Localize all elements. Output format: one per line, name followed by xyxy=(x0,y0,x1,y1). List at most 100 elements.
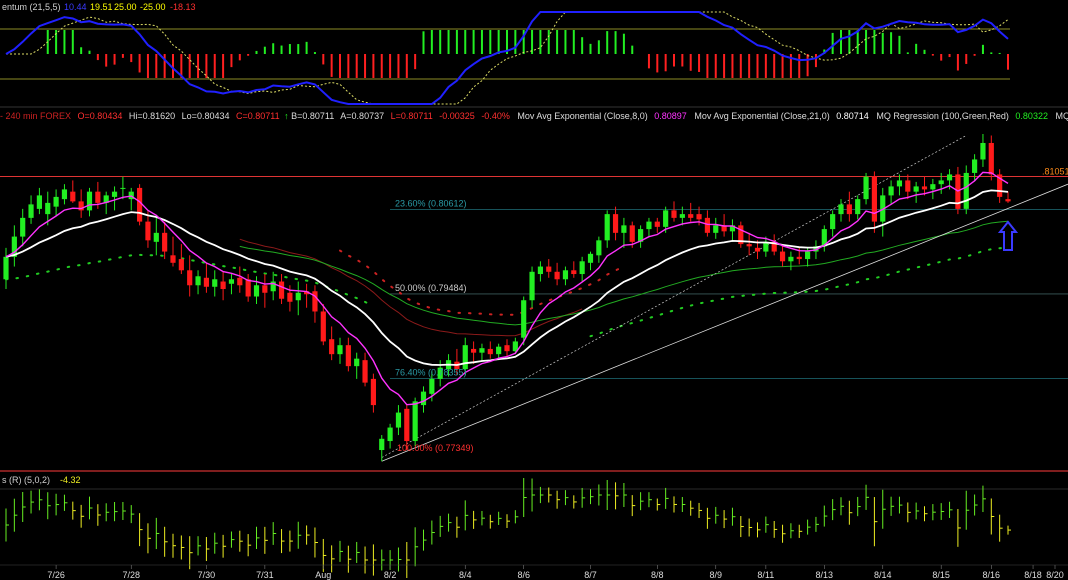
candle-body xyxy=(646,221,652,230)
candle xyxy=(395,405,402,436)
candle-body xyxy=(913,186,919,192)
candle xyxy=(671,201,677,222)
candle xyxy=(212,270,218,297)
oscillator-title: s (R) (5,0,2) xyxy=(2,475,50,485)
candle-body xyxy=(796,256,802,260)
momentum-panel: entum (21,5,5) 10.44 19.51 25.00 -25.00 … xyxy=(0,2,1010,105)
candle xyxy=(345,337,351,372)
candle-body xyxy=(287,292,293,302)
price-panel: 23.60% (0.80612) 50.00% (0.79484) 76.40%… xyxy=(0,106,1068,472)
candle xyxy=(354,352,360,379)
candle xyxy=(521,296,527,346)
header-ema8-value: 0.80897 xyxy=(654,111,687,121)
candle-body xyxy=(529,271,535,301)
header-bid: B=0.80711 xyxy=(291,111,334,121)
candle xyxy=(3,247,9,290)
candle-body xyxy=(28,204,34,218)
header-last: L=0.80711 xyxy=(391,111,433,121)
candle-body xyxy=(997,174,1003,197)
candle xyxy=(137,184,143,226)
mq-trend-dots xyxy=(339,249,625,316)
candle-body xyxy=(362,360,368,383)
candle-body xyxy=(354,358,360,367)
header-ask: A=0.80737 xyxy=(340,111,384,121)
candle xyxy=(512,337,518,355)
x-axis: 7/26 7/28 7/30 7/31 Aug 8/2 8/4 8/6 8/7 8/8 8/9 8/1… xyxy=(0,564,1068,580)
momentum-line xyxy=(5,11,1009,105)
candle xyxy=(379,435,385,462)
candle xyxy=(880,187,886,237)
candle xyxy=(846,191,852,222)
candle-body xyxy=(688,214,694,218)
candle xyxy=(61,184,68,205)
candle xyxy=(162,221,168,260)
candle-body xyxy=(162,232,168,252)
oscillator-panel: s (R) (5,0,2) -4.32 xyxy=(0,475,1068,578)
candle xyxy=(237,266,243,293)
candle xyxy=(604,210,610,248)
candle-body xyxy=(779,251,786,262)
candle xyxy=(78,189,84,218)
candle xyxy=(537,261,543,282)
candle-body xyxy=(855,199,861,215)
candle-body xyxy=(11,236,17,257)
momentum-value-5: -18.13 xyxy=(170,2,196,12)
candle-body xyxy=(972,159,978,173)
candle-body xyxy=(671,210,677,218)
candle-body xyxy=(871,176,877,222)
candle xyxy=(404,405,410,451)
candle xyxy=(888,180,894,205)
fib-50-label: 50.00% (0.79484) xyxy=(395,283,467,293)
candle xyxy=(830,210,836,237)
x-tick-label: 7/28 xyxy=(122,570,140,580)
candle-body xyxy=(471,348,477,353)
candle-body xyxy=(153,232,159,242)
candle-body xyxy=(629,225,635,242)
candle xyxy=(713,217,719,239)
x-tick-label: 8/2 xyxy=(384,570,397,580)
candle-body xyxy=(404,408,410,442)
candle-body xyxy=(329,339,335,355)
candle-body xyxy=(95,191,101,203)
candle-body xyxy=(905,180,911,192)
candle xyxy=(529,266,535,308)
momentum-value-3: 25.00 xyxy=(114,2,137,12)
candle-body xyxy=(53,196,59,207)
candle xyxy=(679,206,685,226)
candle xyxy=(278,274,285,304)
candle xyxy=(178,244,184,275)
candle-body xyxy=(178,259,184,271)
x-tick-label: 8/16 xyxy=(983,570,1001,580)
candle xyxy=(462,337,468,376)
candle xyxy=(203,262,209,293)
candle xyxy=(145,210,151,248)
candle xyxy=(28,195,34,224)
candle-body xyxy=(270,281,276,292)
candle-body xyxy=(504,345,510,352)
x-tick-label: 7/26 xyxy=(47,570,65,580)
candle-body xyxy=(429,378,435,394)
candle-body xyxy=(896,180,903,187)
candle xyxy=(128,187,134,211)
candle-body xyxy=(721,225,727,232)
candle-body xyxy=(654,221,660,227)
candle-body xyxy=(170,255,176,263)
candle xyxy=(704,210,710,237)
candle xyxy=(905,174,911,200)
candle-body xyxy=(78,201,84,211)
candle-body xyxy=(963,172,969,209)
candle xyxy=(963,165,969,215)
mq-regression-line xyxy=(239,220,1009,326)
candle xyxy=(1005,191,1011,203)
candle xyxy=(320,303,326,346)
candle-body xyxy=(713,225,719,233)
candle-body xyxy=(863,176,869,200)
candle-body xyxy=(120,187,126,189)
candle-body xyxy=(554,271,560,280)
candle xyxy=(729,219,736,242)
oscillator-bars xyxy=(5,478,1011,578)
x-tick-label: 8/8 xyxy=(651,570,664,580)
candle xyxy=(387,423,393,449)
candle xyxy=(295,281,301,316)
x-tick-label: 8/11 xyxy=(757,570,774,580)
